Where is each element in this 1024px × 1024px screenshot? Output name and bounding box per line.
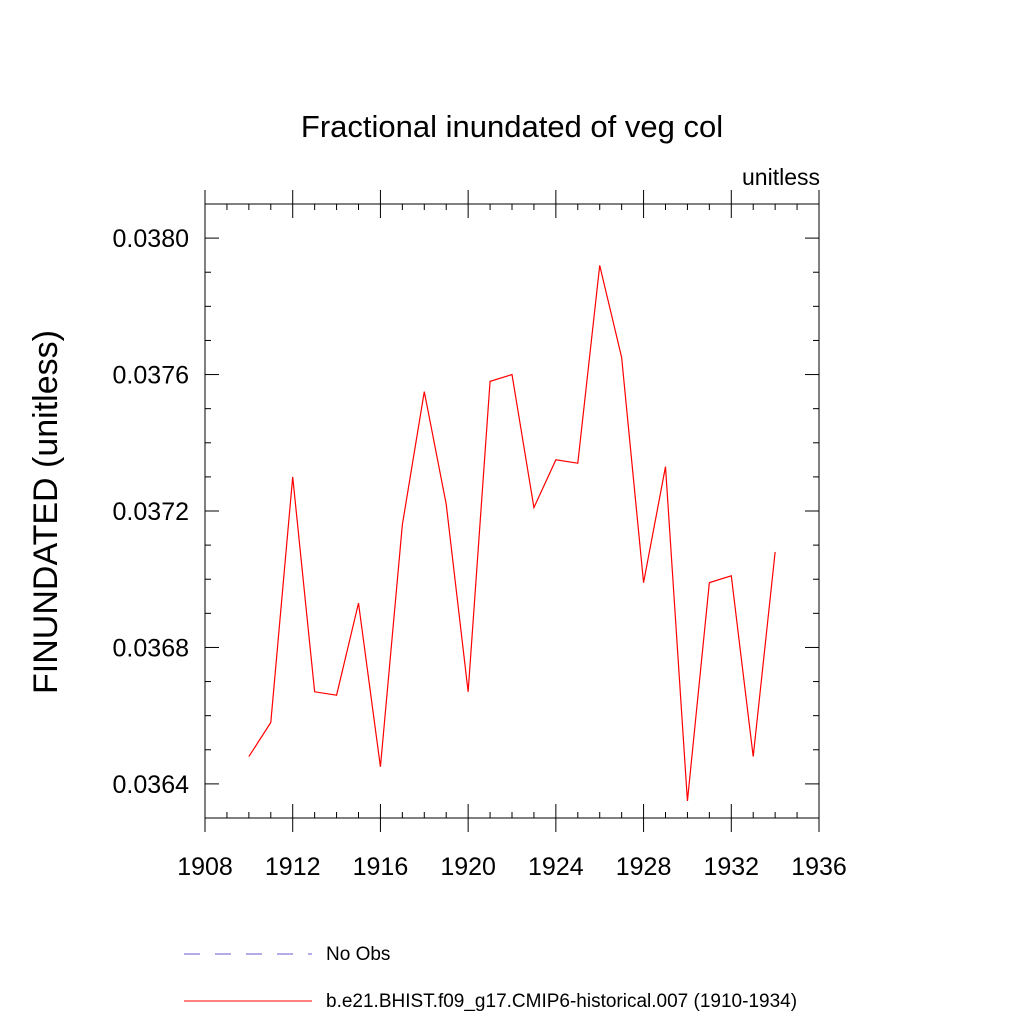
plot-frame (204, 203, 820, 819)
x-tick-label: 1916 (353, 853, 409, 881)
y-tick-label: 0.0364 (113, 771, 190, 799)
x-tick-label: 1932 (703, 853, 759, 881)
axis-ticks (204, 190, 820, 832)
x-tick-label: 1912 (265, 853, 321, 881)
y-tick-label: 0.0372 (113, 498, 189, 526)
series-lines (248, 265, 776, 801)
y-tick-label: 0.0376 (113, 362, 189, 390)
x-tick-label: 1920 (440, 853, 496, 881)
chart-title: Fractional inundated of veg col (301, 109, 723, 144)
legend: No Obs b.e21.BHIST.f09_g17.CMIP6-histori… (184, 944, 797, 1012)
x-tick-label: 1908 (177, 853, 233, 881)
x-tick-label: 1936 (791, 853, 847, 881)
tick-labels: 1908 1912 1916 1920 1924 1928 1932 1936 0.0364 0.… (113, 225, 847, 881)
units-label: unitless (742, 164, 820, 190)
y-tick-label: 0.0368 (113, 634, 189, 662)
y-tick-label: 0.0380 (113, 225, 189, 253)
series-line (248, 265, 776, 801)
x-tick-label: 1924 (528, 853, 584, 881)
x-tick-label: 1928 (616, 853, 672, 881)
legend-label-historical: b.e21.BHIST.f09_g17.CMIP6-historical.007… (326, 991, 797, 1012)
legend-label-no-obs: No Obs (326, 944, 390, 965)
y-axis-label: FINUNDATED (unitless) (27, 330, 65, 694)
